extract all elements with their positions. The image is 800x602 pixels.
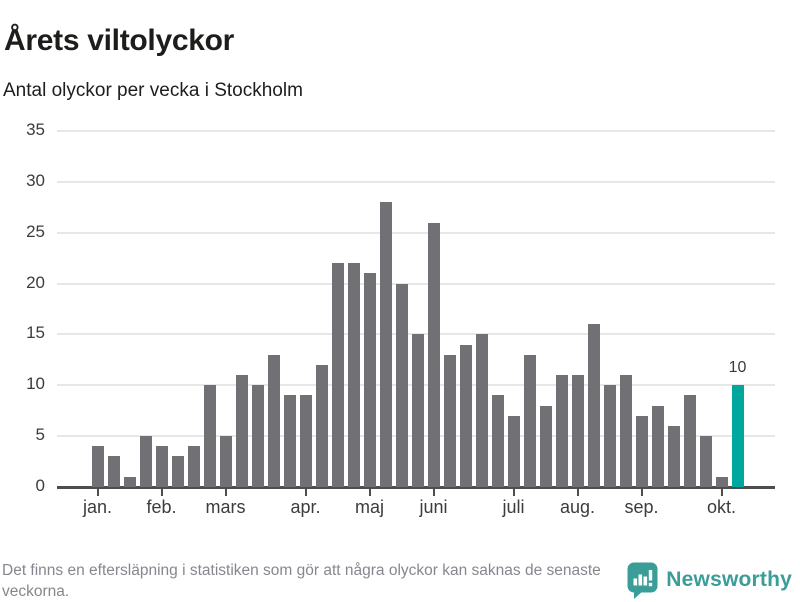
bar-week — [475, 334, 488, 487]
x-axis-month-label: feb. — [146, 497, 177, 517]
bar-week — [667, 425, 680, 487]
bar-week — [235, 375, 248, 487]
bar-week — [603, 385, 616, 487]
bar-week — [379, 202, 392, 487]
x-axis-month-label: mars — [205, 497, 246, 517]
bar-week — [203, 385, 216, 487]
x-axis-month-label: maj — [354, 497, 385, 517]
x-axis-month-label: apr. — [290, 497, 321, 517]
bar-week — [107, 456, 120, 487]
x-axis-month-label: okt. — [706, 497, 737, 517]
bar-week — [699, 436, 712, 487]
bar-week — [91, 446, 104, 487]
bar-week — [427, 222, 440, 487]
bar-week — [443, 354, 456, 487]
bar-week — [523, 354, 536, 487]
y-axis-tick-label: 35 — [26, 120, 45, 139]
x-axis-month-label: sep. — [624, 497, 659, 517]
x-axis-tick — [224, 489, 227, 496]
gridline-y-20 — [57, 282, 775, 285]
bar-week — [507, 415, 520, 487]
x-axis-tick — [512, 489, 515, 496]
bar-week — [267, 354, 280, 487]
bar-week — [315, 364, 328, 487]
bar-week — [187, 446, 200, 487]
x-axis-tick — [640, 489, 643, 496]
bar-week — [123, 476, 136, 487]
x-axis-tick — [576, 489, 579, 496]
x-axis-tick — [432, 489, 435, 496]
bar-week — [251, 385, 264, 487]
x-axis-tick — [368, 489, 371, 496]
bar-week — [491, 395, 504, 487]
bar-week — [459, 344, 472, 487]
page-subtitle: Antal olyckor per vecka i Stockholm — [3, 80, 303, 101]
bar-week — [587, 324, 600, 487]
bar-week — [139, 436, 152, 487]
highlight-value-label: 10 — [728, 359, 747, 377]
bar-week — [155, 446, 168, 487]
page-title: Årets viltolyckor — [4, 24, 234, 58]
bar-week — [555, 375, 568, 487]
bar-week — [283, 395, 296, 487]
bar-week — [683, 395, 696, 487]
y-axis-tick-label: 0 — [35, 476, 45, 495]
y-axis-tick-label: 30 — [26, 170, 45, 190]
x-axis-tick — [160, 489, 163, 496]
bar-week — [651, 405, 664, 487]
bar-week — [635, 415, 648, 487]
bar-week-highlighted — [731, 385, 744, 487]
bar-week — [219, 436, 232, 487]
bar-week — [395, 283, 408, 487]
bar-week — [619, 375, 632, 487]
bar-week — [331, 263, 344, 487]
newsworthy-speech-bubble-chart-icon — [627, 562, 658, 599]
bar-week — [539, 405, 552, 487]
y-axis-tick-label: 5 — [35, 425, 45, 445]
y-axis-tick-label: 15 — [26, 323, 45, 343]
bar-week — [411, 334, 424, 487]
bar-week — [571, 375, 584, 487]
x-axis-line — [57, 486, 775, 489]
brand-name: Newsworthy — [666, 568, 792, 591]
bar-week — [171, 456, 184, 487]
footer-note: Det finns en eftersläpning i statistiken… — [2, 562, 601, 600]
x-axis-month-label: juni — [419, 497, 448, 517]
bar-week — [363, 273, 376, 487]
x-axis-month-label: jan. — [82, 497, 113, 517]
x-axis-month-label: juli — [502, 497, 525, 517]
y-axis-tick-label: 25 — [26, 221, 45, 241]
gridline-y-35 — [57, 130, 775, 132]
bar-week — [299, 395, 312, 487]
gridline-y-25 — [57, 231, 775, 234]
x-axis-tick — [96, 489, 99, 496]
gridline-y-30 — [57, 180, 775, 183]
x-axis-month-label: aug. — [559, 497, 596, 517]
newsworthy-logo: Newsworthy — [627, 560, 792, 600]
x-axis-tick — [720, 489, 723, 496]
bar-week — [347, 263, 360, 487]
x-axis-tick — [304, 489, 307, 496]
bar-week — [715, 476, 728, 487]
y-axis-tick-label: 10 — [26, 374, 45, 394]
y-axis-tick-label: 20 — [26, 272, 45, 292]
